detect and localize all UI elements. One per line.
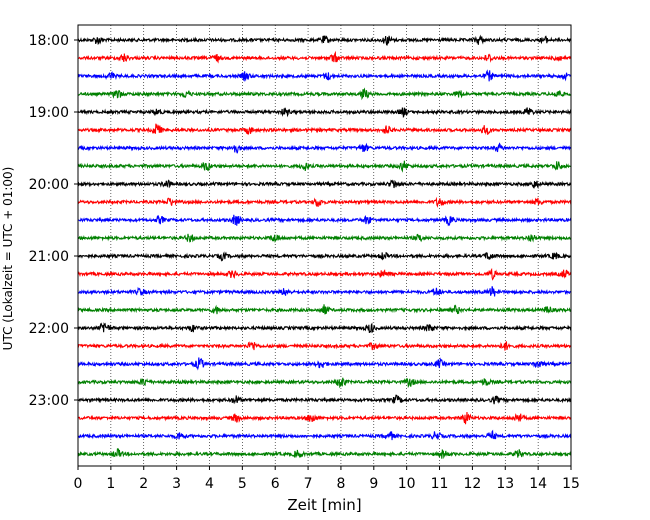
trace-2300 (77, 394, 572, 405)
x-tick-label: 1 (106, 476, 115, 492)
trace-2000 (77, 179, 572, 190)
y-tick-label: 18:00 (29, 33, 69, 49)
trace-1800 (77, 34, 572, 46)
x-tick-label: 13 (496, 476, 514, 492)
trace-2230 (77, 357, 572, 371)
x-tick-label: 6 (271, 476, 280, 492)
x-tick-label: 10 (398, 476, 416, 492)
y-axis-label: UTC (Lokalzeit = UTC + 01:00) (1, 167, 15, 351)
trace-2200 (77, 322, 572, 334)
trace-1945 (77, 160, 572, 173)
y-tick-label: 20:00 (29, 177, 69, 193)
axis-ticks: 0 1 2 3 4 5 6 7 8 9 10 11 12 13 14 1518:0019:0020:0021:… (29, 33, 580, 492)
x-tick-label: 8 (336, 476, 345, 492)
trace-series (77, 34, 572, 460)
trace-1815 (77, 50, 572, 64)
trace-2215 (77, 341, 572, 351)
y-tick-label: 23:00 (29, 393, 69, 409)
y-tick-label: 22:00 (29, 321, 69, 337)
x-tick-label: 2 (139, 476, 148, 492)
trace-1930 (77, 142, 572, 154)
trace-1830 (77, 69, 572, 82)
x-tick-label: 0 (74, 476, 83, 492)
x-axis-label: Zeit [min] (287, 496, 361, 514)
trace-1845 (77, 87, 572, 101)
y-tick-label: 19:00 (29, 105, 69, 121)
x-tick-label: 12 (463, 476, 481, 492)
x-tick-label: 14 (529, 476, 547, 492)
trace-2015 (77, 196, 572, 208)
trace-2245 (77, 377, 572, 389)
x-tick-label: 9 (369, 476, 378, 492)
trace-2045 (77, 233, 572, 244)
trace-2030 (77, 214, 572, 227)
y-tick-label: 21:00 (29, 249, 69, 265)
trace-2315 (77, 411, 572, 425)
x-tick-label: 7 (304, 476, 313, 492)
trace-2130 (77, 286, 572, 297)
trace-2345 (77, 448, 572, 460)
trace-2115 (77, 267, 572, 281)
trace-2330 (77, 429, 572, 441)
trace-2145 (77, 304, 572, 315)
trace-2100 (77, 251, 572, 262)
x-tick-label: 5 (238, 476, 247, 492)
trace-1900 (77, 107, 572, 119)
x-tick-label: 3 (172, 476, 181, 492)
x-tick-label: 4 (205, 476, 214, 492)
x-tick-label: 15 (562, 476, 580, 492)
x-tick-label: 11 (431, 476, 449, 492)
plot-frame (77, 24, 572, 467)
trace-1915 (77, 123, 572, 136)
